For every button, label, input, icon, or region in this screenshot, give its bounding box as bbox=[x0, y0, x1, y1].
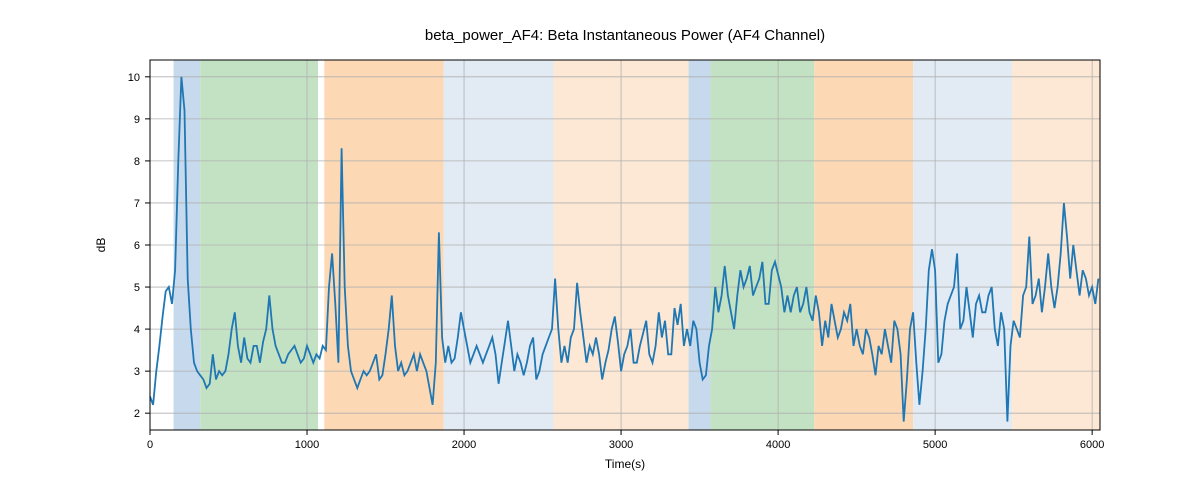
chart-title: beta_power_AF4: Beta Instantaneous Power… bbox=[425, 27, 825, 44]
xtick-label: 0 bbox=[147, 439, 153, 451]
ytick-label: 2 bbox=[134, 408, 140, 420]
chart-svg: 0 1000 2000 3000 4000 5000 6000 2 3 4 5 6 7 8 9 10 beta_… bbox=[0, 0, 1200, 500]
xtick-label: 4000 bbox=[766, 439, 790, 451]
ytick-label: 7 bbox=[134, 198, 140, 210]
xtick-label: 1000 bbox=[295, 439, 319, 451]
ytick-label: 4 bbox=[134, 324, 140, 336]
y-label: dB bbox=[94, 238, 108, 253]
xtick-label: 3000 bbox=[609, 439, 633, 451]
chart-container: 0 1000 2000 3000 4000 5000 6000 2 3 4 5 6 7 8 9 10 beta_… bbox=[0, 0, 1200, 500]
xtick-label: 5000 bbox=[923, 439, 947, 451]
ytick-label: 5 bbox=[134, 282, 140, 294]
ytick-label: 3 bbox=[134, 366, 140, 378]
ytick-label: 6 bbox=[134, 240, 140, 252]
ytick-label: 10 bbox=[128, 72, 140, 84]
xtick-label: 2000 bbox=[452, 439, 476, 451]
xtick-label: 6000 bbox=[1080, 439, 1104, 451]
ytick-label: 8 bbox=[134, 156, 140, 168]
x-label: Time(s) bbox=[605, 457, 645, 471]
ytick-label: 9 bbox=[134, 114, 140, 126]
